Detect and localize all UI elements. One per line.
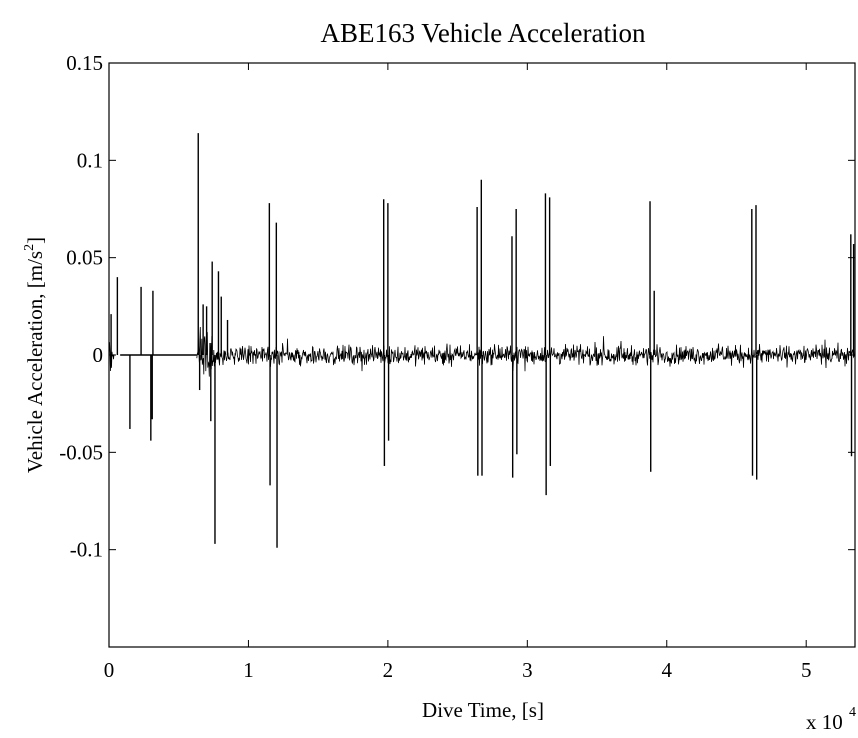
y-tick-label: 0.1 xyxy=(77,148,103,172)
chart-title: ABE163 Vehicle Acceleration xyxy=(321,18,646,48)
noise-trace xyxy=(214,336,855,372)
y-axis-ticks: -0.1 -0.05 0 0.05 0.1 0.15 xyxy=(59,51,855,562)
y-axis-label-group: Vehicle Acceleration, [m/s2] xyxy=(22,237,47,473)
y-axis-label: Vehicle Acceleration, [m/s2] xyxy=(22,237,47,473)
x-multiplier-base: x 10 xyxy=(806,710,843,734)
y-tick-label: -0.05 xyxy=(59,440,103,464)
y-tick-label: 0.05 xyxy=(66,246,103,270)
noise-trace xyxy=(109,342,115,372)
y-axis-label-main: Vehicle Acceleration, [m/s xyxy=(23,251,47,473)
x-tick-label: 5 xyxy=(801,658,812,682)
y-tick-label: 0 xyxy=(93,343,104,367)
y-tick-label: 0.15 xyxy=(66,51,103,75)
x-multiplier: x 10 xyxy=(806,710,843,734)
y-axis-label-exponent: 2 xyxy=(22,244,37,251)
y-tick-label: -0.1 xyxy=(70,538,103,562)
spike-marks xyxy=(110,133,855,548)
x-tick-label: 1 xyxy=(243,658,254,682)
x-axis-ticks: 0 1 2 3 4 5 xyxy=(104,63,812,682)
plot-area xyxy=(109,133,855,548)
x-tick-label: 0 xyxy=(104,658,115,682)
x-tick-label: 2 xyxy=(383,658,394,682)
x-axis-label: Dive Time, [s] xyxy=(422,698,544,722)
y-axis-label-suffix: ] xyxy=(23,237,47,244)
x-multiplier-exponent: 4 xyxy=(849,705,856,720)
x-tick-label: 4 xyxy=(662,658,673,682)
x-tick-label: 3 xyxy=(522,658,533,682)
